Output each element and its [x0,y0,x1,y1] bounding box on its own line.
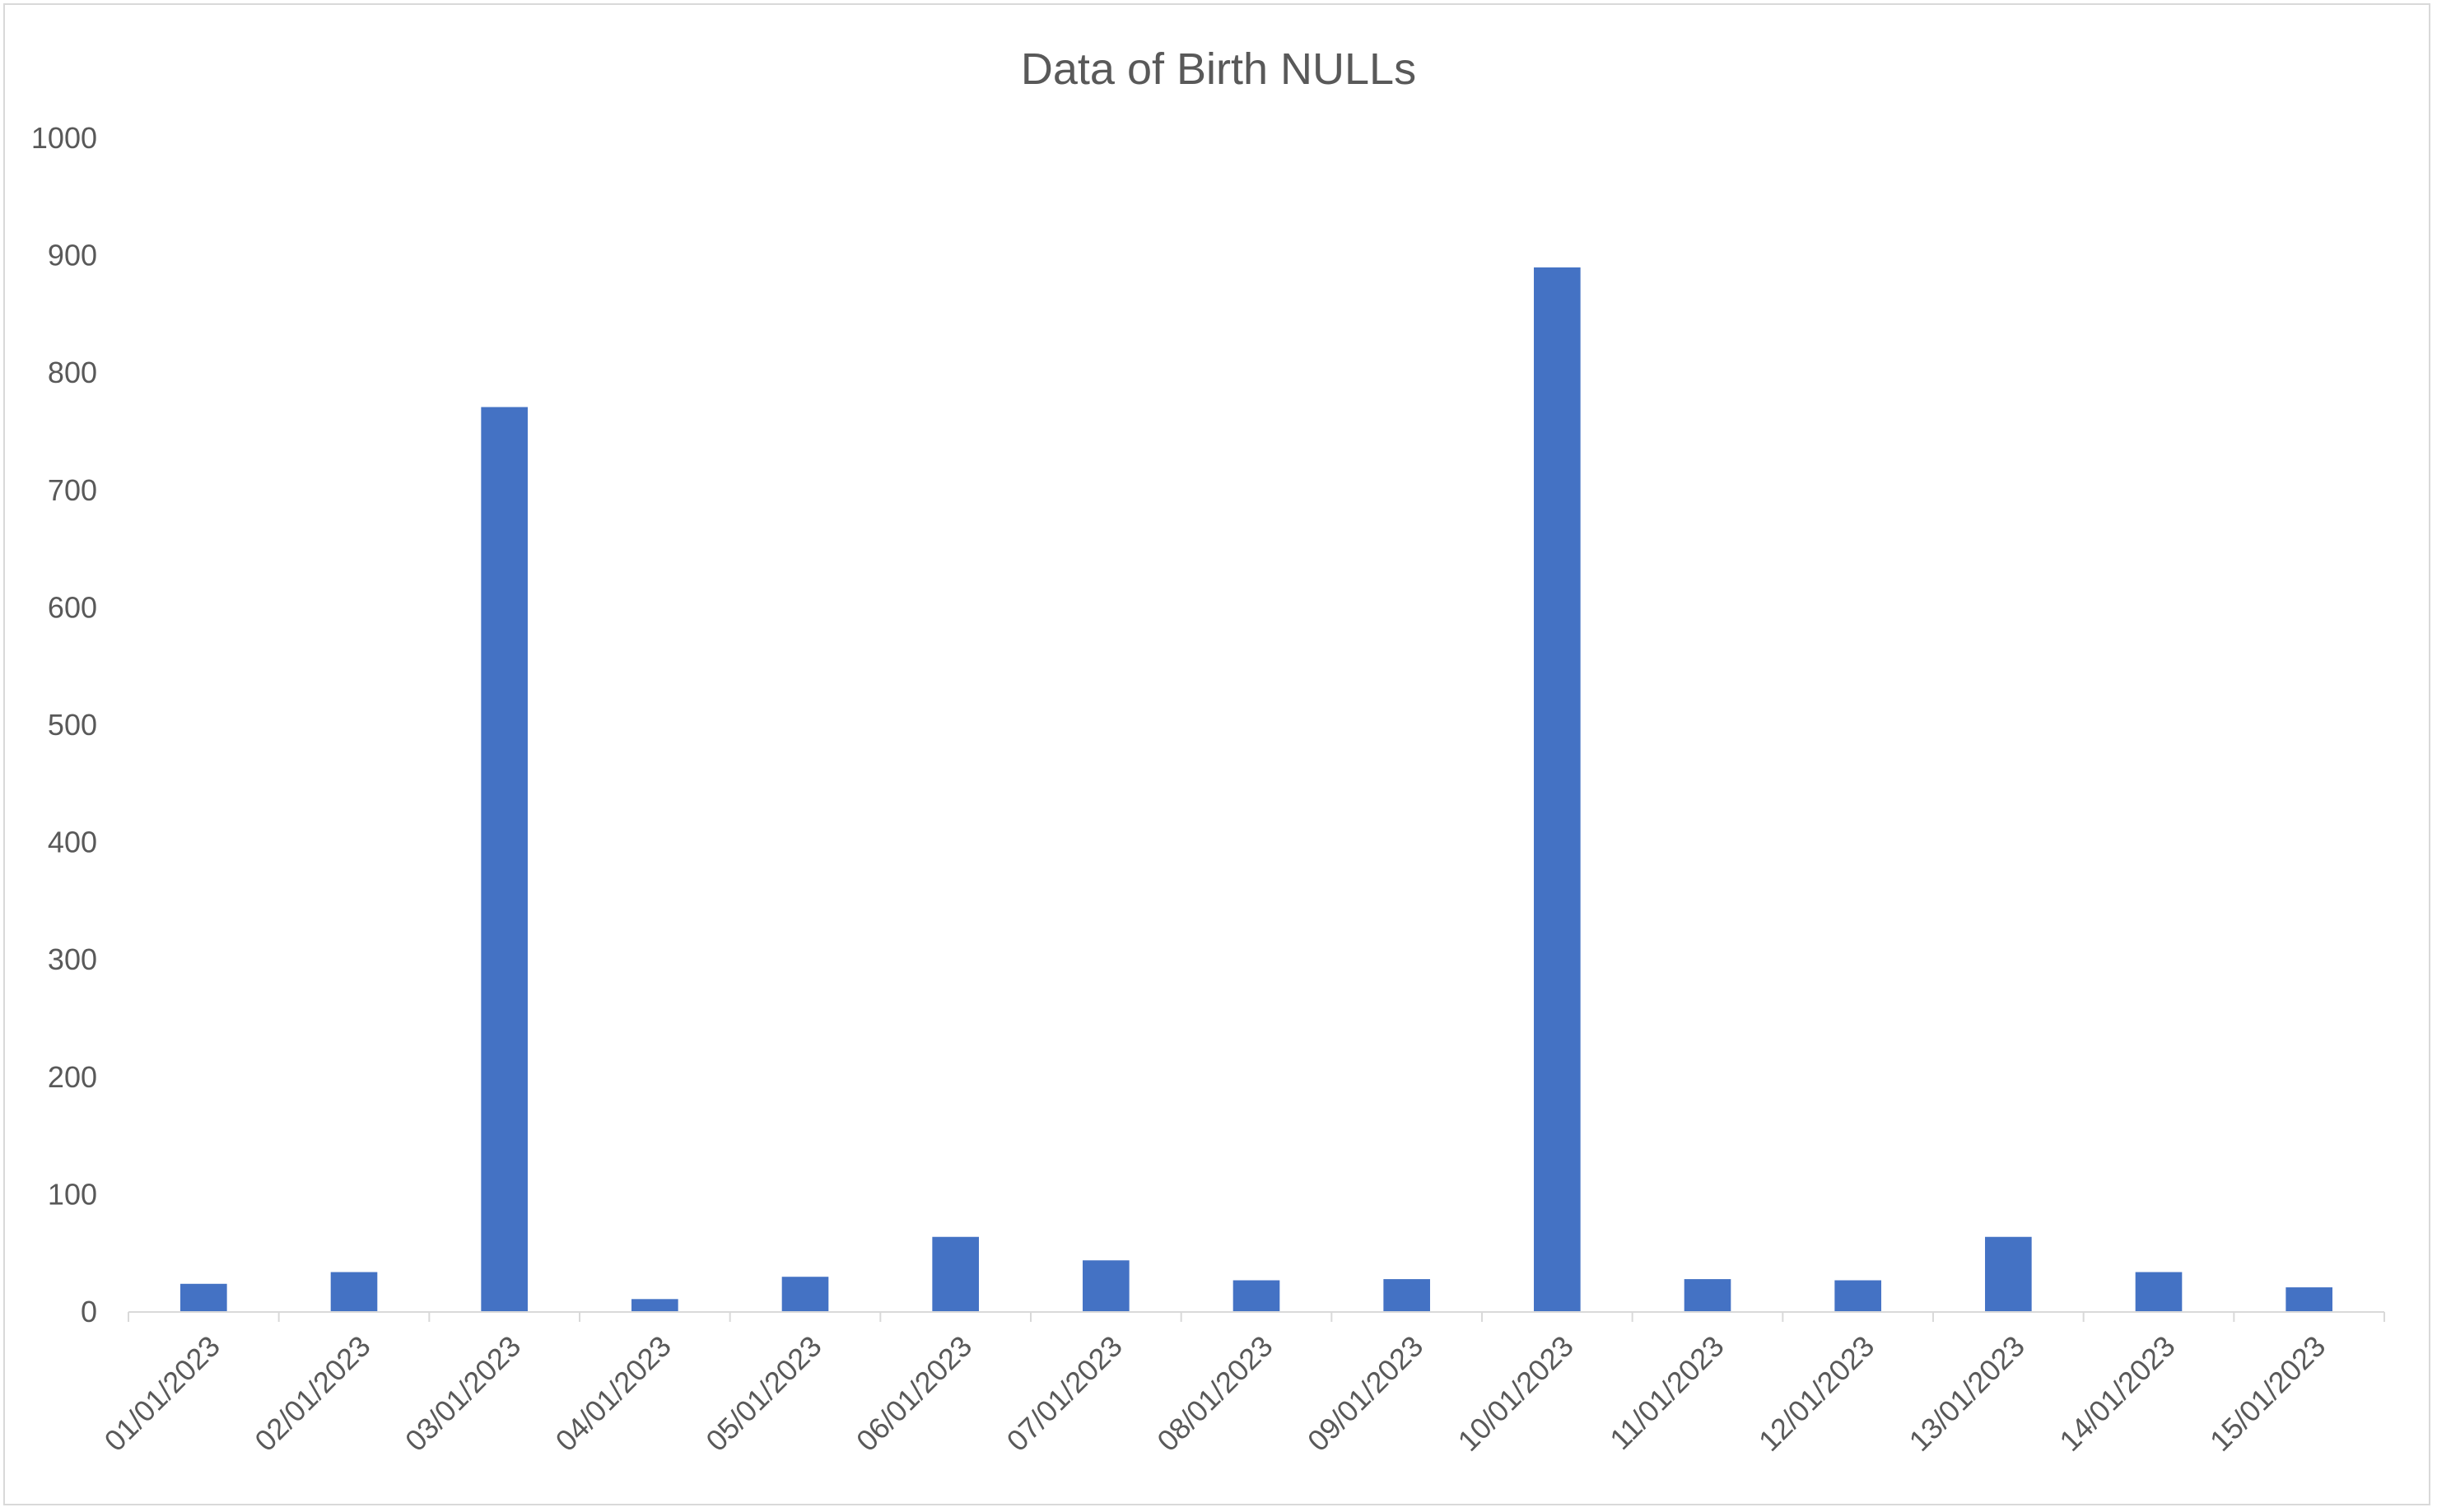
y-tick-label: 200 [48,1060,97,1094]
x-tick-label: 08/01/2023 [1150,1329,1279,1458]
bar [180,1283,227,1312]
x-tick-label: 03/01/2023 [398,1329,527,1458]
y-tick-label: 600 [48,590,97,624]
x-tick-label: 06/01/2023 [850,1329,978,1458]
bar [1383,1279,1430,1312]
y-axis: 0 100 200 300 400 500 600 700 800 900 1000 [31,121,97,1328]
y-tick-label: 800 [48,356,97,389]
y-tick-label: 300 [48,942,97,976]
x-tick-label: 11/01/2023 [1603,1329,1731,1457]
x-tick-label: 13/01/2023 [1903,1329,2031,1458]
chart-area: Data of Birth NULLs 0 100 200 300 400 500 600 7… [3,3,2430,1505]
bar-chart: Data of Birth NULLs 0 100 200 300 400 500 600 7… [31,44,2385,1458]
bar [1684,1279,1731,1312]
bar [1232,1280,1280,1312]
x-axis-labels: 01/01/2023 02/01/2023 03/01/2023 04/01/2023… [98,1329,2332,1458]
x-tick-label: 10/01/2023 [1451,1329,1580,1458]
x-tick-label: 09/01/2023 [1301,1329,1429,1458]
bar [1834,1280,1881,1312]
bar [1534,267,1581,1312]
bar [932,1236,979,1312]
x-tick-label: 07/01/2023 [1000,1329,1129,1458]
bar [330,1272,378,1312]
y-tick-label: 400 [48,826,97,859]
bar [631,1299,678,1312]
y-tick-label: 100 [48,1177,97,1211]
bar [481,407,528,1313]
y-tick-label: 700 [48,473,97,507]
bars [180,267,2332,1313]
bar [2286,1287,2332,1312]
bar [1985,1236,2032,1312]
y-tick-label: 0 [81,1295,97,1328]
bar [1083,1260,1130,1312]
x-tick-label: 12/01/2023 [1752,1329,1880,1458]
y-tick-label: 500 [48,708,97,742]
x-tick-label: 14/01/2023 [2053,1329,2181,1458]
x-tick-label: 01/01/2023 [98,1329,226,1458]
bar [2135,1272,2183,1312]
bar [781,1277,829,1312]
chart-title: Data of Birth NULLs [1021,44,1416,94]
x-axis [128,1312,2385,1322]
x-tick-label: 02/01/2023 [248,1329,376,1458]
y-tick-label: 1000 [31,121,97,155]
x-tick-label: 05/01/2023 [699,1329,827,1458]
x-tick-label: 15/01/2023 [2203,1329,2332,1458]
y-tick-label: 900 [48,239,97,272]
x-tick-label: 04/01/2023 [549,1329,678,1458]
